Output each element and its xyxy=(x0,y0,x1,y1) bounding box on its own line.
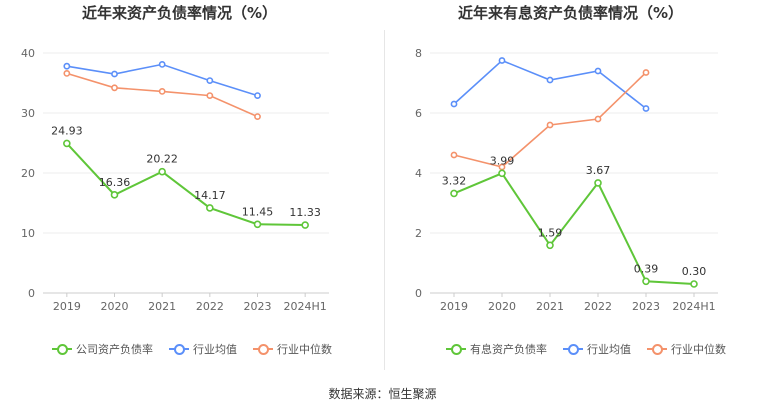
series-point-1 xyxy=(206,77,214,84)
data-label: 11.33 xyxy=(289,206,321,219)
series-point-0 xyxy=(206,204,214,212)
chart-left-title: 近年来资产负债率情况（%） xyxy=(82,4,278,22)
series-point-1 xyxy=(450,100,458,108)
y-tick-label: 4 xyxy=(415,167,422,180)
data-label: 11.45 xyxy=(242,205,274,218)
x-tick-label: 2022 xyxy=(196,300,224,313)
y-tick-label: 40 xyxy=(21,47,35,60)
x-tick-label: 2021 xyxy=(536,300,564,313)
chart-left-legend: 公司资产负债率 行业均值 行业中位数 xyxy=(52,341,348,357)
legend-marker-icon xyxy=(446,343,466,355)
series-point-1 xyxy=(546,76,554,84)
legend-label: 行业中位数 xyxy=(671,343,726,356)
chart-right-plot: 0 2 4 6 8 2019 2020 2021 2022 2023 2024H1 3.32 3.99 1… xyxy=(415,47,718,313)
legend-item[interactable]: 公司资产负债率 xyxy=(52,341,153,357)
x-tick-label: 2023 xyxy=(244,300,272,313)
series-point-0 xyxy=(642,277,650,286)
series-point-1 xyxy=(498,57,506,64)
series-point-2 xyxy=(594,115,602,123)
series-point-2 xyxy=(111,84,118,92)
series-point-1 xyxy=(158,61,166,68)
legend-marker-icon xyxy=(169,343,189,355)
series-point-0 xyxy=(690,280,698,288)
series-point-0 xyxy=(301,221,309,229)
series-point-2 xyxy=(254,113,261,120)
chart-right-legend: 有息资产负债率 行业均值 行业中位数 xyxy=(446,341,742,357)
data-label: 24.93 xyxy=(51,124,83,137)
legend-item[interactable]: 行业中位数 xyxy=(253,341,332,357)
data-label: 3.67 xyxy=(586,164,611,177)
series-point-2 xyxy=(642,69,650,76)
y-tick-label: 0 xyxy=(415,287,422,300)
x-tick-label: 2021 xyxy=(148,300,176,313)
data-label: 0.30 xyxy=(682,265,707,278)
series-point-1 xyxy=(594,67,602,75)
series-line-0 xyxy=(453,172,695,285)
y-tick-label: 2 xyxy=(415,227,422,240)
series-point-1 xyxy=(642,105,650,112)
legend-label: 行业均值 xyxy=(193,343,237,356)
y-tick-label: 20 xyxy=(21,167,35,180)
series-point-0 xyxy=(594,179,602,187)
y-tick-label: 6 xyxy=(415,107,422,120)
y-tick-label: 10 xyxy=(21,227,35,240)
x-tick-label: 2023 xyxy=(632,300,660,313)
data-label: 1.59 xyxy=(538,226,563,239)
legend-item[interactable]: 行业均值 xyxy=(563,341,631,357)
data-label: 3.32 xyxy=(442,174,467,187)
legend-label: 行业中位数 xyxy=(277,343,332,356)
legend-marker-icon xyxy=(647,343,667,355)
data-source: 数据来源：恒生聚源 xyxy=(328,387,437,401)
series-point-2 xyxy=(63,70,71,77)
chart-left-plot: 0 10 20 30 40 2019 2020 2021 2022 2023 2024H1 24.93… xyxy=(21,47,329,313)
legend-item[interactable]: 行业中位数 xyxy=(647,341,726,357)
series-point-1 xyxy=(254,92,261,99)
series-line-2 xyxy=(66,72,258,118)
y-tick-label: 0 xyxy=(28,287,35,300)
data-label: 20.22 xyxy=(146,153,178,166)
x-tick-label: 2019 xyxy=(53,300,81,313)
data-label: 14.17 xyxy=(194,189,226,202)
data-label: 0.39 xyxy=(634,262,659,275)
x-tick-label: 2019 xyxy=(440,300,468,313)
series-point-2 xyxy=(450,151,458,159)
series-point-0 xyxy=(63,139,71,148)
legend-label: 公司资产负债率 xyxy=(76,343,153,356)
legend-item[interactable]: 行业均值 xyxy=(169,341,237,357)
legend-item[interactable]: 有息资产负债率 xyxy=(446,341,547,357)
x-tick-label: 2024H1 xyxy=(284,300,327,313)
x-tick-label: 2020 xyxy=(488,300,516,313)
chart-left-panel: 近年来资产负债率情况（%） 0 10 20 30 40 2019 2020 2021 2022 2… xyxy=(0,0,384,380)
legend-marker-icon xyxy=(563,343,583,355)
series-point-2 xyxy=(546,121,554,129)
series-point-0 xyxy=(253,220,262,229)
y-tick-label: 8 xyxy=(415,47,422,60)
chart-right-panel: 近年来有息资产负债率情况（%） 0 2 4 6 8 2019 2020 2021 2022 202… xyxy=(384,0,765,380)
series-point-0 xyxy=(498,169,506,178)
series-point-2 xyxy=(158,88,166,95)
series-point-0 xyxy=(546,241,554,250)
series-point-1 xyxy=(111,70,118,78)
y-tick-label: 30 xyxy=(21,107,35,120)
legend-marker-icon xyxy=(52,343,72,355)
series-line-0 xyxy=(66,142,306,227)
legend-label: 有息资产负债率 xyxy=(470,343,547,356)
x-tick-label: 2024H1 xyxy=(672,300,715,313)
legend-label: 行业均值 xyxy=(587,343,631,356)
data-label: 16.36 xyxy=(99,176,131,189)
series-point-0 xyxy=(110,191,119,199)
x-tick-label: 2020 xyxy=(101,300,129,313)
panel-divider xyxy=(384,30,385,370)
series-point-1 xyxy=(63,62,71,70)
series-point-0 xyxy=(450,189,458,198)
x-tick-label: 2022 xyxy=(584,300,612,313)
legend-marker-icon xyxy=(253,343,273,355)
series-point-2 xyxy=(206,92,214,99)
data-label: 3.99 xyxy=(490,154,515,167)
chart-right-title: 近年来有息资产负债率情况（%） xyxy=(458,4,684,22)
series-point-0 xyxy=(158,167,166,176)
